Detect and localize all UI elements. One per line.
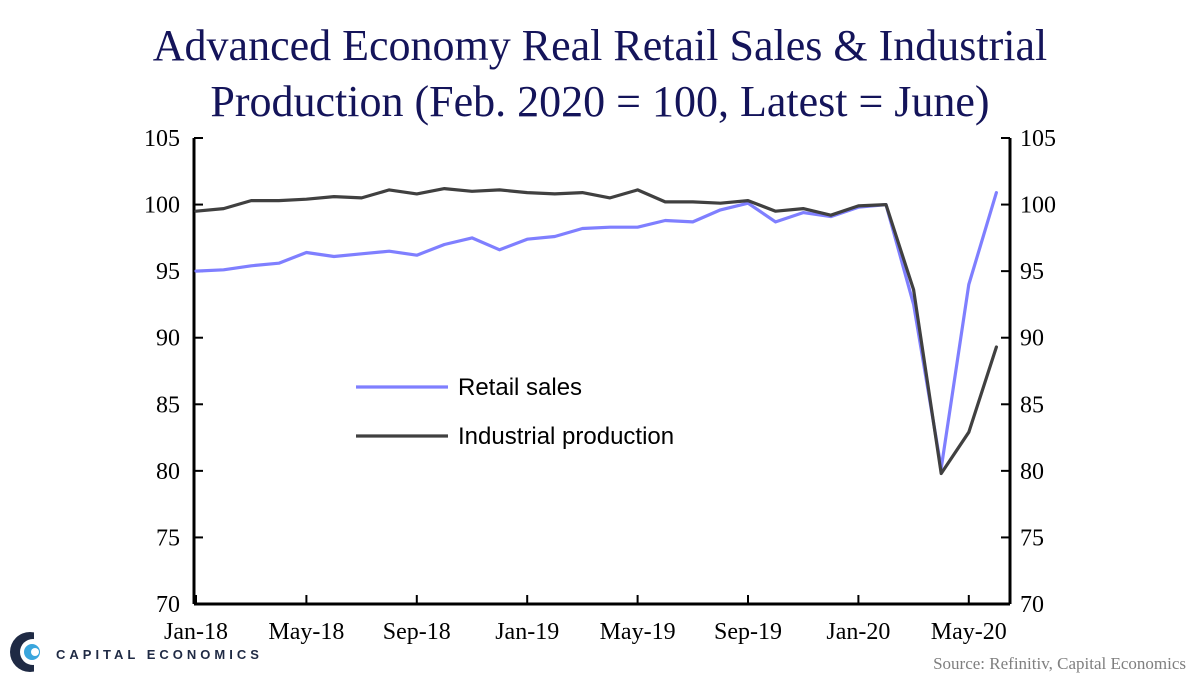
legend-label-retail: Retail sales (458, 374, 582, 401)
left-y-tick-label: 105 (144, 126, 180, 152)
x-tick-label: May-18 (268, 619, 344, 645)
left-y-tick-label: 100 (144, 193, 180, 219)
x-tick-label: Sep-18 (383, 619, 451, 645)
x-tick-label: Jan-18 (164, 619, 228, 645)
chart-title: Advanced Economy Real Retail Sales & Ind… (0, 18, 1200, 130)
left-y-tick-label: 95 (156, 259, 180, 285)
left-y-tick-label: 85 (156, 392, 180, 418)
source-note: Source: Refinitiv, Capital Economics (933, 654, 1186, 673)
x-tick-label: Jan-20 (826, 619, 890, 645)
chart-title-line-2: Production (Feb. 2020 = 100, Latest = Ju… (210, 77, 990, 126)
logo-wordmark: CAPITAL ECONOMICS (56, 647, 263, 662)
x-tick-label: Jan-19 (495, 619, 559, 645)
right-y-tick-label: 100 (1020, 193, 1056, 219)
left-y-tick-label: 75 (156, 525, 180, 551)
left-y-tick-label: 80 (156, 459, 180, 485)
capital-economics-logo: CAPITAL ECONOMICS (8, 628, 278, 676)
x-tick-label: May-19 (600, 619, 676, 645)
right-y-tick-label: 80 (1020, 459, 1044, 485)
left-y-tick-label: 90 (156, 326, 180, 352)
right-y-tick-label: 85 (1020, 392, 1044, 418)
left-y-tick-label: 70 (156, 592, 180, 618)
chart-title-line-1: Advanced Economy Real Retail Sales & Ind… (152, 21, 1048, 70)
x-tick-label: May-20 (931, 619, 1007, 645)
x-tick-label: Sep-19 (714, 619, 782, 645)
right-y-tick-label: 105 (1020, 126, 1056, 152)
capital-economics-logo-icon (10, 632, 54, 672)
right-y-tick-label: 75 (1020, 525, 1044, 551)
industrial-production-line (194, 187, 999, 476)
right-y-tick-label: 95 (1020, 259, 1044, 285)
legend-label-industrial: Industrial production (458, 423, 674, 450)
right-y-tick-label: 70 (1020, 592, 1044, 618)
right-y-tick-label: 90 (1020, 326, 1044, 352)
